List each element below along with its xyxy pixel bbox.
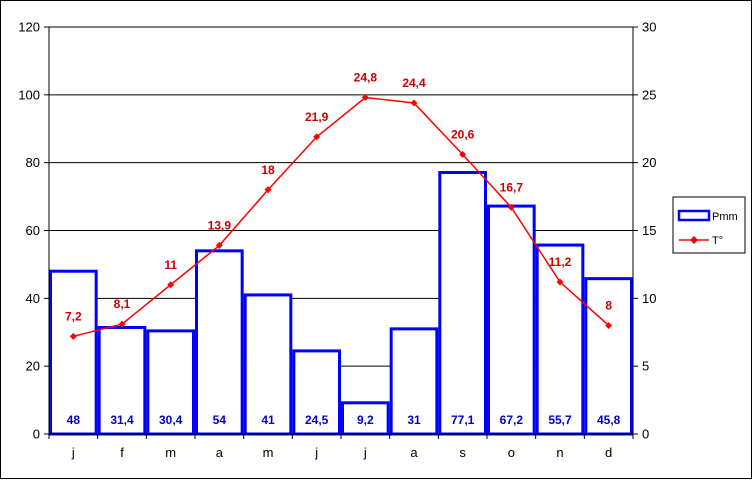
temperature-value-label: 18 [261, 163, 275, 177]
precipitation-bars [49, 171, 633, 436]
precip-value-label: 24,5 [305, 413, 329, 427]
temperature-value-label: 7,2 [65, 309, 82, 323]
right-tick-label: 5 [642, 359, 649, 374]
left-tick-label: 80 [26, 155, 40, 170]
temperature-point [118, 320, 126, 328]
temperature-value-label: 24,8 [354, 71, 378, 85]
legend: Pmm T° [672, 196, 746, 254]
x-tick-label: f [120, 445, 124, 460]
temperature-value-label: 20,6 [451, 128, 475, 142]
left-tick-label: 20 [26, 359, 40, 374]
precip-value-label: 67,2 [500, 413, 524, 427]
temperature-point [556, 278, 564, 286]
temperature-labels: 7,2 8,1 11 13,9 18 21,9 24,8 24,4 20,6 16,7 11,2 8 [65, 71, 612, 324]
x-tick-label: d [605, 445, 612, 460]
temperature-value-label: 8,1 [114, 297, 131, 311]
temperature-point [410, 99, 418, 107]
precip-bar [438, 171, 488, 436]
precipitation-labels: 48 31,4 30,4 54 41 24,5 9,2 31 77,1 67,2 55,7 45,8 [67, 413, 621, 427]
precip-bar [49, 269, 98, 436]
right-tick-label: 0 [642, 427, 649, 442]
precip-value-label: 30,4 [159, 413, 183, 427]
x-tick-label: a [216, 445, 224, 460]
temperature-value-label: 11 [164, 258, 177, 272]
temperature-point [459, 151, 467, 159]
legend-bar-label: Pmm [712, 211, 738, 223]
temperature-polyline [73, 96, 610, 338]
x-tick-label: m [165, 445, 176, 460]
left-tick-label: 60 [26, 223, 40, 238]
right-tick-label: 25 [642, 87, 656, 102]
legend-box [672, 196, 746, 254]
temperature-value-label: 16,7 [500, 180, 524, 194]
right-tick-label: 15 [642, 223, 656, 238]
x-tick-label: s [459, 445, 466, 460]
x-tick-label: m [263, 445, 274, 460]
temperature-point [69, 332, 77, 340]
right-tick-label: 30 [642, 20, 656, 35]
temperature-point [507, 203, 515, 211]
precip-bar [243, 293, 293, 436]
precip-value-label: 54 [213, 413, 227, 427]
x-tick-label: j [71, 445, 75, 460]
right-tick-label: 10 [642, 291, 656, 306]
x-tick-label: a [410, 445, 418, 460]
precip-value-label: 55,7 [548, 413, 572, 427]
left-tick-label: 40 [26, 291, 40, 306]
precip-value-label: 48 [67, 413, 81, 427]
x-tick-label: o [508, 445, 515, 460]
precip-value-label: 45,8 [597, 413, 621, 427]
precip-bar [584, 277, 633, 436]
temperature-point [167, 281, 175, 289]
precip-bar [487, 204, 536, 436]
precip-bar [341, 401, 390, 436]
legend-line-label: T° [712, 235, 723, 247]
temperature-value-label: 13,9 [208, 218, 232, 232]
left-tick-label: 100 [18, 87, 40, 102]
precip-bar [195, 249, 244, 436]
temperature-point [264, 186, 272, 194]
x-tick-label: j [314, 445, 318, 460]
temperature-point [313, 133, 321, 141]
temperature-value-label: 21,9 [305, 110, 329, 124]
x-tick-label: n [556, 445, 563, 460]
left-axis-ticks: 0 20 40 60 80 100 120 [18, 20, 49, 442]
temperature-value-label: 8 [605, 298, 612, 312]
precip-value-label: 31,4 [110, 413, 134, 427]
precip-value-label: 9,2 [357, 413, 374, 427]
right-axis-ticks: 0 5 10 15 20 25 30 [633, 20, 656, 442]
temperature-line [69, 94, 613, 340]
right-tick-label: 20 [642, 155, 656, 170]
left-tick-label: 120 [18, 20, 40, 35]
precip-bar [146, 329, 195, 436]
precip-value-label: 77,1 [451, 413, 475, 427]
precip-bar [535, 243, 585, 436]
temperature-value-label: 11,2 [549, 255, 572, 269]
x-tick-label: j [363, 445, 367, 460]
legend-line-marker [690, 236, 698, 244]
temperature-value-label: 24,4 [402, 76, 426, 90]
left-tick-label: 0 [33, 427, 40, 442]
precip-value-label: 31 [407, 413, 421, 427]
legend-bar-swatch [677, 209, 711, 222]
temperature-point [605, 321, 613, 329]
precip-value-label: 41 [261, 413, 275, 427]
precip-bar [389, 327, 439, 436]
temperature-point [361, 94, 369, 102]
temperature-point [215, 241, 223, 249]
